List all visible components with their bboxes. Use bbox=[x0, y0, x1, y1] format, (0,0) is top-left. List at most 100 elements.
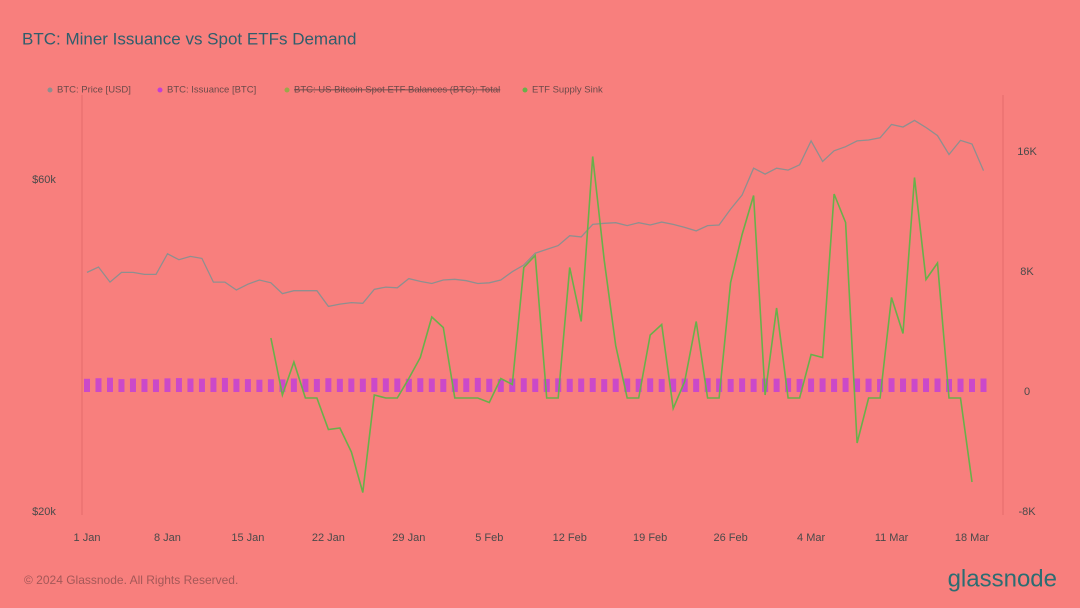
x-tick-label: 8 Jan bbox=[154, 532, 181, 544]
legend-label: BTC: Issuance [BTC] bbox=[167, 85, 256, 96]
issuance-bar bbox=[405, 378, 412, 392]
issuance-bar bbox=[382, 378, 389, 392]
issuance-bar bbox=[888, 378, 895, 392]
issuance-bar bbox=[129, 378, 136, 392]
issuance-bar bbox=[118, 379, 125, 392]
legend-marker bbox=[284, 87, 290, 93]
brand-logo: glassnode bbox=[948, 565, 1057, 592]
x-tick-label: 29 Jan bbox=[392, 532, 425, 544]
x-tick-label: 5 Feb bbox=[475, 532, 503, 544]
series-line bbox=[270, 156, 973, 493]
issuance-bar bbox=[773, 378, 780, 392]
issuance-bar bbox=[796, 378, 803, 392]
issuance-bar bbox=[750, 378, 757, 392]
issuance-bar bbox=[474, 377, 481, 392]
issuance-bar bbox=[84, 378, 90, 392]
y-tick-label: $20k bbox=[32, 506, 56, 518]
issuance-bar bbox=[854, 378, 861, 392]
series-line bbox=[86, 119, 985, 308]
issuance-bar bbox=[681, 378, 688, 392]
issuance-bar bbox=[739, 378, 746, 392]
issuance-bar bbox=[233, 378, 240, 392]
issuance-bar bbox=[164, 378, 171, 392]
issuance-bar bbox=[842, 377, 849, 392]
x-tick-label: 19 Feb bbox=[633, 532, 667, 544]
x-tick-label: 22 Jan bbox=[312, 532, 345, 544]
issuance-bar bbox=[210, 377, 217, 392]
issuance-bar bbox=[543, 378, 550, 392]
issuance-bar bbox=[348, 378, 355, 392]
issuance-bar bbox=[290, 378, 297, 392]
chart-title: BTC: Miner Issuance vs Spot ETFs Demand bbox=[22, 29, 356, 48]
issuance-bar bbox=[336, 378, 343, 392]
x-tick-label: 11 Mar bbox=[875, 532, 909, 544]
issuance-bar bbox=[532, 378, 539, 392]
issuance-bar bbox=[969, 378, 975, 392]
x-tick-label: 1 Jan bbox=[74, 532, 101, 544]
issuance-bar bbox=[624, 378, 631, 392]
issuance-bar bbox=[635, 378, 642, 392]
y-tick-label: $60k bbox=[32, 174, 56, 186]
issuance-bar bbox=[325, 378, 332, 392]
issuance-bar bbox=[141, 378, 148, 392]
issuance-bar bbox=[819, 378, 826, 392]
issuance-bar bbox=[808, 378, 815, 392]
issuance-bar bbox=[313, 378, 320, 392]
issuance-bar bbox=[877, 378, 884, 392]
x-tick-label: 26 Feb bbox=[714, 532, 748, 544]
issuance-bar bbox=[658, 378, 665, 392]
issuance-bar bbox=[417, 378, 424, 392]
issuance-bar bbox=[187, 378, 194, 392]
issuance-bar bbox=[566, 378, 573, 392]
issuance-bar bbox=[670, 378, 677, 392]
issuance-bar bbox=[911, 378, 918, 392]
issuance-bar bbox=[106, 377, 113, 392]
issuance-bar bbox=[394, 378, 401, 392]
issuance-bar bbox=[727, 378, 734, 392]
issuance-bar bbox=[279, 379, 286, 392]
legend-marker bbox=[157, 87, 163, 93]
issuance-bar bbox=[555, 378, 562, 392]
issuance-bar bbox=[716, 378, 723, 392]
issuance-bar bbox=[221, 377, 228, 392]
issuance-bar bbox=[152, 379, 159, 392]
issuance-bar bbox=[244, 379, 251, 392]
x-tick-label: 12 Feb bbox=[553, 532, 587, 544]
issuance-bar bbox=[946, 378, 953, 392]
y2-tick-label: -8K bbox=[1018, 506, 1036, 518]
y2-tick-label: 16K bbox=[1017, 146, 1037, 158]
issuance-bar bbox=[647, 378, 654, 392]
issuance-bar bbox=[865, 378, 872, 392]
issuance-bar bbox=[463, 378, 470, 392]
issuance-bar bbox=[440, 378, 447, 392]
issuance-bar bbox=[95, 378, 102, 392]
issuance-bar bbox=[256, 379, 263, 392]
issuance-bar bbox=[612, 378, 619, 392]
issuance-bar bbox=[923, 378, 930, 392]
legend-marker bbox=[47, 87, 53, 93]
issuance-bar bbox=[175, 378, 182, 392]
x-tick-label: 18 Mar bbox=[955, 532, 990, 544]
issuance-bar bbox=[934, 378, 941, 392]
issuance-bar bbox=[785, 378, 792, 392]
issuance-bar bbox=[704, 378, 711, 392]
legend-label: BTC: Price [USD] bbox=[57, 85, 131, 96]
issuance-bar bbox=[371, 377, 378, 392]
issuance-bar bbox=[693, 378, 700, 392]
x-tick-label: 15 Jan bbox=[231, 532, 264, 544]
issuance-bar bbox=[589, 378, 596, 392]
legend-label: BTC: US Bitcoin Spot ETF Balances (BTC):… bbox=[294, 85, 500, 96]
issuance-bar bbox=[451, 378, 458, 392]
issuance-bar bbox=[957, 378, 964, 392]
issuance-bar bbox=[486, 378, 493, 392]
issuance-bar bbox=[359, 378, 366, 392]
issuance-bar bbox=[900, 378, 907, 392]
y2-tick-label: 0 bbox=[1024, 386, 1030, 398]
issuance-bar bbox=[601, 379, 608, 392]
legend-label: ETF Supply Sink bbox=[532, 85, 603, 96]
issuance-bar bbox=[520, 378, 527, 392]
legend-marker bbox=[522, 87, 528, 93]
x-tick-label: 4 Mar bbox=[797, 532, 825, 544]
